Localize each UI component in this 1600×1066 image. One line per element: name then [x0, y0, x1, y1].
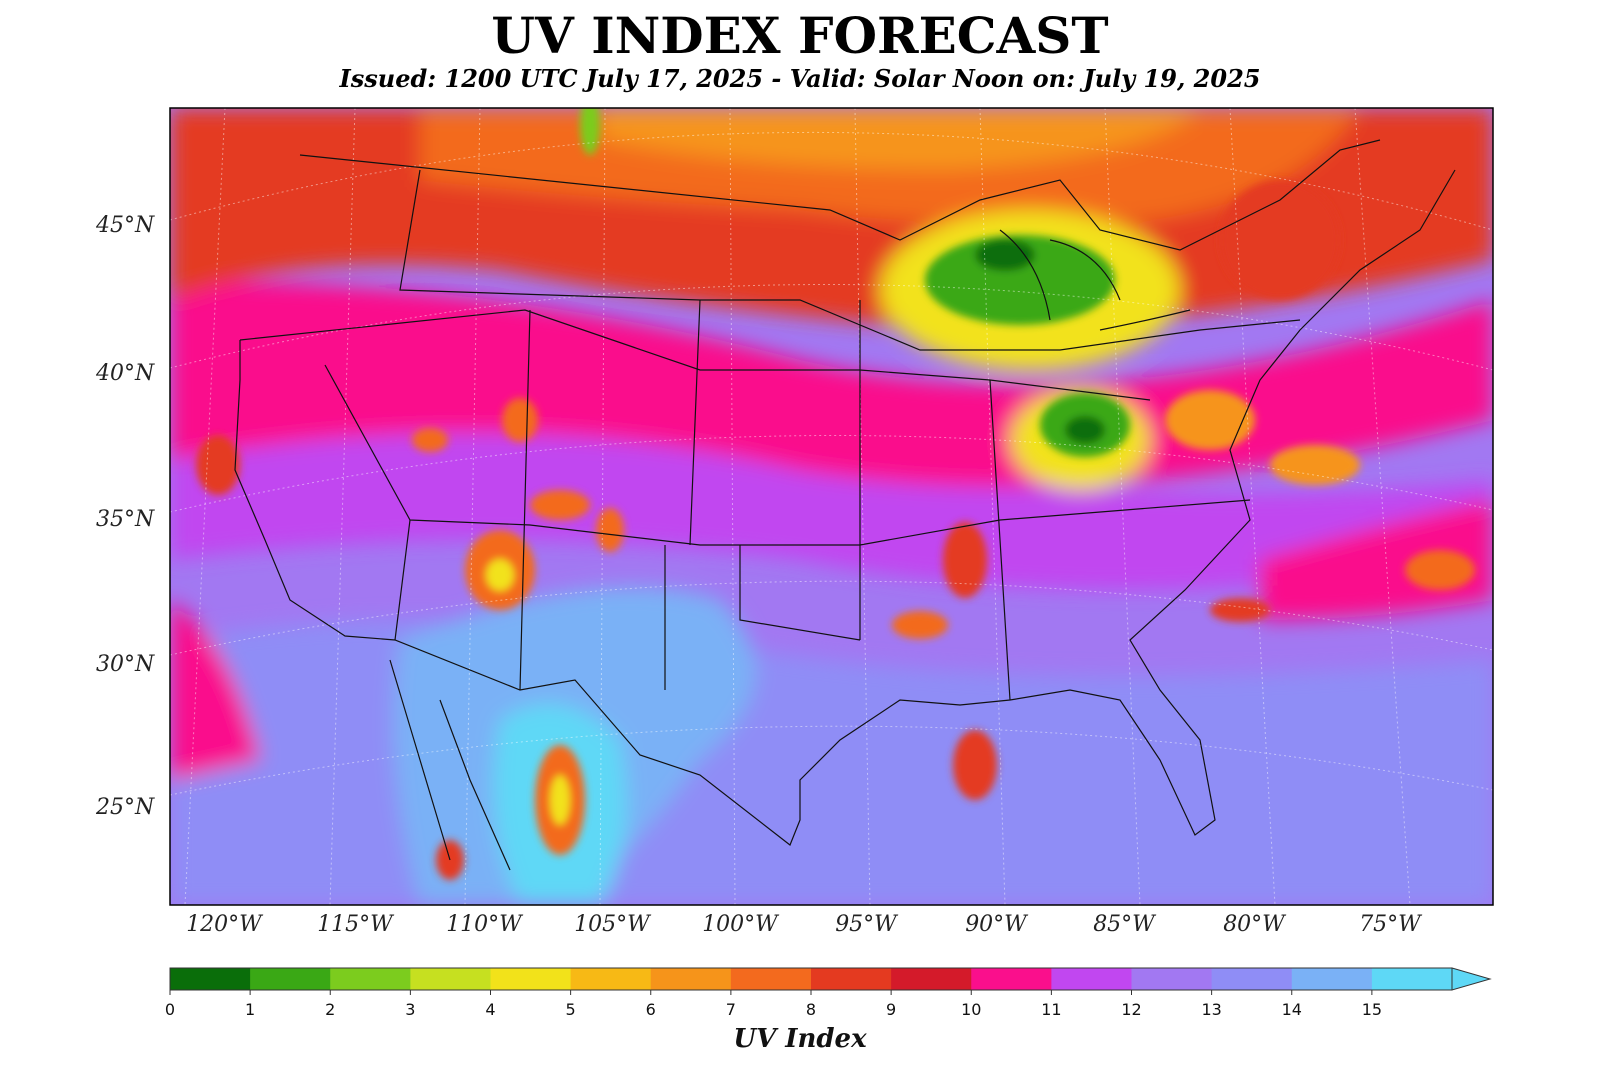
colorbar-tick-label: 2: [325, 1000, 336, 1019]
central-state-lines: [239, 309, 1151, 401]
uv-cell-newmexico: [596, 508, 624, 552]
lon-label: 105°W: [574, 912, 650, 937]
lon-label: 80°W: [1223, 912, 1285, 937]
lon-label: 100°W: [702, 912, 778, 937]
uv-cell-colorado: [530, 490, 590, 520]
uv-region-orange-core: [600, 108, 1200, 170]
colorbar-segment: [250, 968, 331, 990]
colorbar: [169, 967, 1492, 995]
colorbar-tick-label: 3: [405, 1000, 416, 1019]
colorbar-segment: [490, 968, 572, 990]
colorbar-tick-label: 1: [245, 1000, 256, 1019]
graticule: [170, 108, 1493, 905]
uv-region-north-green: [580, 108, 600, 155]
colorbar-tick-label: 7: [725, 1000, 736, 1019]
uv-cell-nevada: [412, 428, 448, 452]
chart-subtitle: Issued: 1200 UTC July 17, 2025 - Valid: …: [339, 64, 1261, 93]
baja-gulf-california: [389, 659, 511, 871]
uv-region-ohio-darkgreen: [1065, 416, 1105, 444]
colorbar-extend-arrow: [1451, 967, 1492, 991]
colorbar-segment: [891, 968, 972, 990]
colorbar-tick-label: 10: [961, 1000, 982, 1019]
colorbar-tick-label: 11: [1041, 1000, 1062, 1019]
colorbar-segment: [1051, 968, 1132, 990]
colorbar-segment: [410, 968, 491, 990]
colorbar-segment: [1371, 968, 1453, 990]
colorbar-tick-label: 15: [1361, 1000, 1383, 1019]
colorbar-label: UV Index: [733, 1024, 867, 1054]
uv-region-lakes-darkgreen: [975, 239, 1035, 271]
lon-label: 120°W: [186, 912, 262, 937]
colorbar-segment: [971, 968, 1052, 990]
colorbar-tick-label: 6: [645, 1000, 656, 1019]
uv-cell-utah: [502, 398, 538, 442]
lat-label: 45°N: [96, 213, 155, 238]
colorbar-tick-label: 9: [886, 1000, 897, 1019]
colorbar-segment: [330, 968, 411, 990]
great-lakes-outline: [999, 229, 1191, 331]
uv-cell-california: [196, 435, 240, 495]
uv-cell-atlantic: [1270, 445, 1360, 485]
lat-label: 25°N: [96, 795, 155, 820]
uv-cell-atlantic-east: [1405, 550, 1475, 590]
colorbar-tick-label: 5: [565, 1000, 576, 1019]
lon-label: 95°W: [835, 912, 897, 937]
uv-region-magenta-band: [170, 280, 1493, 487]
colorbar-segment: [1211, 968, 1293, 990]
colorbar-segment: [170, 968, 251, 990]
lat-label: 40°N: [96, 361, 155, 386]
colorbar-segment: [730, 968, 812, 990]
lon-label: 85°W: [1093, 912, 1155, 937]
colorbar-tick-label: 14: [1281, 1000, 1302, 1019]
uv-cell-gulf: [953, 730, 997, 800]
lon-label: 75°W: [1359, 912, 1421, 937]
colorbar-segment: [570, 968, 652, 990]
colorbar-tick-label: 8: [805, 1000, 817, 1019]
colorbar-tick-label: 4: [485, 1000, 496, 1019]
lon-label: 115°W: [317, 912, 393, 937]
lat-label: 30°N: [96, 652, 155, 677]
colorbar-segment: [650, 968, 732, 990]
uv-cell-newengland: [1220, 180, 1340, 300]
boundaries: [234, 139, 1456, 871]
lon-label: 110°W: [446, 912, 522, 937]
vertical-state-lines: [394, 299, 1011, 701]
colorbar-segment: [1291, 968, 1373, 990]
lon-label: 90°W: [965, 912, 1027, 937]
uv-region-lakes-green: [925, 235, 1115, 325]
colorbar-segment: [1131, 968, 1213, 990]
us-coastline: [234, 169, 1456, 846]
us-canada-border: [299, 139, 1381, 251]
uv-cell-louisiana: [892, 611, 948, 639]
uv-field: [170, 108, 1493, 905]
uv-cell-mississippi: [943, 522, 987, 598]
uv-region-pacific-magenta: [170, 600, 260, 780]
lat-label: 35°N: [96, 507, 155, 532]
colorbar-segment: [811, 968, 892, 990]
uv-region-atlantic-magenta: [1260, 500, 1493, 620]
colorbar-tick-label: 12: [1121, 1000, 1142, 1019]
map-frame: [169, 107, 1494, 906]
chart-title: UV INDEX FORECAST: [491, 6, 1109, 65]
colorbar-tick-label: 13: [1201, 1000, 1222, 1019]
uv-region-violet-band: [170, 394, 1493, 590]
uv-cell-florida-atlantic: [1210, 598, 1270, 622]
uv-cell-mexico-core: [550, 775, 570, 825]
colorbar-tick-label: 0: [164, 1000, 176, 1019]
uv-cell-arizona-core: [486, 559, 514, 591]
uv-cell-midatlantic: [1165, 390, 1255, 450]
